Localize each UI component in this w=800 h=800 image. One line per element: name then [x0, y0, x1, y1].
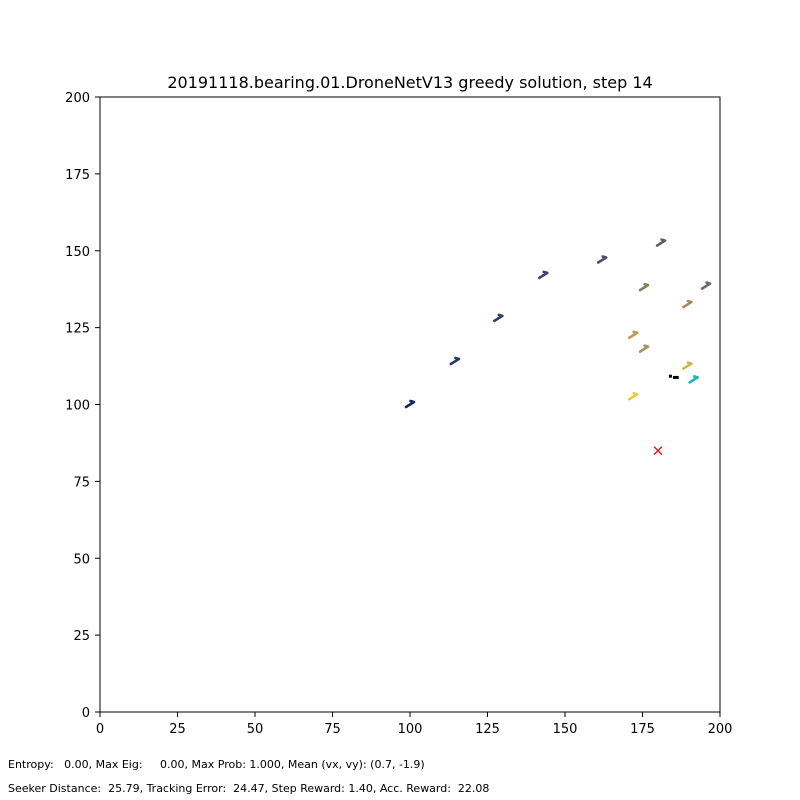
x-tick-label: 100 [398, 722, 423, 737]
particle-point [668, 374, 672, 378]
x-tick-label: 50 [247, 722, 264, 737]
y-tick-label: 200 [65, 91, 90, 106]
target-x-icon [653, 446, 663, 456]
x-tick-label: 200 [708, 722, 733, 737]
y-tick-label: 25 [73, 629, 90, 644]
drone-path [404, 238, 712, 409]
particle-cloud [668, 374, 679, 379]
x-tick-label: 175 [630, 722, 655, 737]
x-tick-label: 0 [96, 722, 104, 737]
particle-point [675, 375, 679, 379]
y-tick-label: 175 [65, 168, 90, 183]
y-tick-label: 0 [82, 706, 90, 721]
y-tick-label: 50 [73, 552, 90, 567]
drone-heading-marker [404, 399, 416, 409]
drone-heading-marker [596, 255, 608, 264]
footer-stats-line-2: Seeker Distance: 25.79, Tracking Error: … [8, 782, 490, 795]
drone-heading-marker [700, 281, 712, 290]
drone-heading-marker [682, 299, 693, 309]
y-tick-label: 150 [65, 245, 90, 260]
drone-heading-marker [638, 344, 650, 353]
target-marker [653, 446, 663, 456]
drone-heading-marker [627, 330, 639, 340]
x-axis: 0 25 50 75 100 125 150 175 200 [96, 712, 733, 737]
x-tick-label: 150 [553, 722, 578, 737]
y-axis: 0 25 50 75 100 125 150 175 200 [65, 91, 100, 721]
drone-heading-marker [688, 375, 699, 384]
drone-heading-marker [682, 361, 693, 370]
chart-title: 20191118.bearing.01.DroneNetV13 greedy s… [167, 73, 652, 92]
x-tick-label: 75 [324, 722, 341, 737]
y-tick-label: 75 [73, 475, 90, 490]
drone-heading-marker [493, 313, 504, 323]
drone-heading-marker [638, 282, 650, 292]
x-tick-label: 25 [169, 722, 186, 737]
footer-stats-line-1: Entropy: 0.00, Max Eig: 0.00, Max Prob: … [8, 758, 425, 771]
x-tick-label: 125 [475, 722, 500, 737]
drone-heading-marker [449, 356, 461, 366]
y-tick-label: 125 [65, 322, 90, 337]
drone-heading-marker [655, 238, 667, 247]
drone-heading-marker [627, 392, 639, 401]
particle-point [672, 375, 676, 379]
y-tick-label: 100 [65, 399, 90, 414]
drone-heading-marker [538, 270, 549, 280]
